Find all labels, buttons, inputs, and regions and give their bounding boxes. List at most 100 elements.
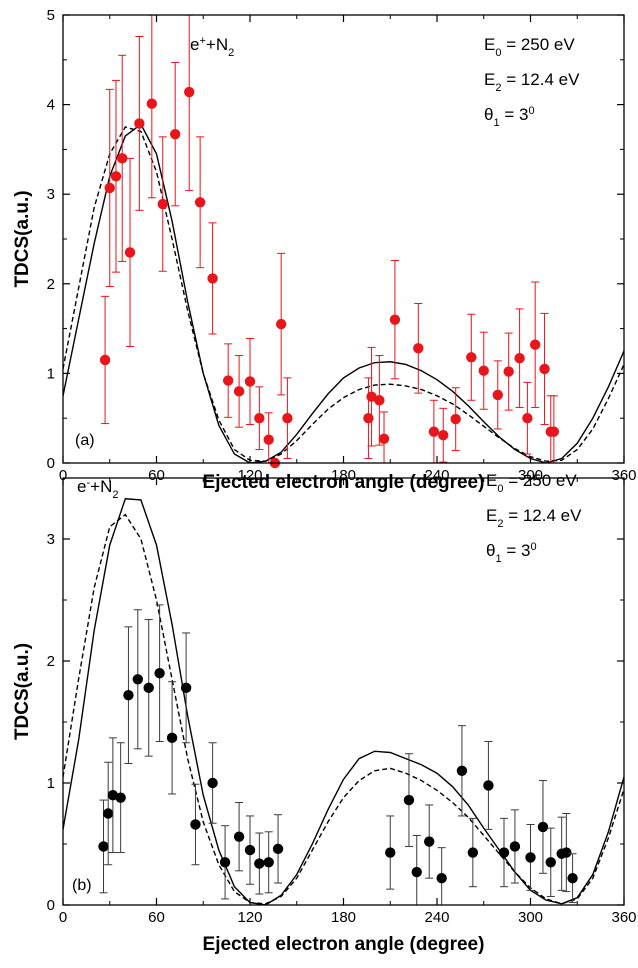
data-point	[98, 841, 109, 852]
data-point	[124, 247, 136, 258]
data-point	[539, 363, 550, 375]
data-point	[132, 674, 143, 685]
x-tick-label: 60	[148, 467, 165, 484]
data-point	[492, 389, 503, 401]
theory-curve-solid	[63, 497, 624, 905]
data-point	[374, 395, 385, 406]
data-point	[190, 819, 201, 830]
x-tick-label: 60	[148, 909, 165, 926]
data-point	[467, 847, 479, 858]
data-point	[207, 777, 218, 789]
x-tick-label: 180	[331, 909, 356, 926]
data-point	[244, 376, 256, 387]
x-tick-label: 240	[424, 909, 449, 926]
projectile-target-sub: 2	[228, 47, 234, 59]
x-tick-label: 0	[59, 909, 67, 926]
param-symbol: θ	[486, 541, 495, 560]
param-value: = 250 eV	[503, 471, 577, 490]
param-subscript: 2	[495, 82, 501, 94]
data-point	[263, 434, 274, 445]
data-point	[514, 352, 525, 364]
panel-label: (a)	[75, 432, 95, 449]
param-value: = 3	[500, 105, 529, 124]
theory-curve-dashed	[63, 513, 624, 905]
projectile-label: e++N2	[190, 35, 234, 59]
data-point	[522, 413, 533, 424]
y-tick-label: 3	[47, 186, 55, 203]
data-point	[537, 821, 549, 833]
data-point	[194, 197, 206, 208]
data-point	[134, 118, 145, 129]
data-point	[99, 354, 111, 366]
data-point	[170, 128, 181, 140]
data-point	[115, 792, 126, 803]
param-label: θ1 = 30	[484, 105, 535, 129]
data-point	[157, 198, 168, 210]
x-tick-label: 300	[518, 909, 543, 926]
data-point	[143, 682, 154, 694]
y-tick-label: 4	[47, 97, 55, 114]
data-point	[166, 732, 178, 744]
data-point	[104, 182, 115, 194]
projectile-main: e	[190, 35, 199, 54]
data-point	[233, 831, 245, 842]
data-point	[154, 668, 165, 679]
data-point	[503, 366, 514, 377]
projectile-target-sub: 2	[112, 489, 118, 501]
param-symbol: E	[484, 70, 495, 89]
param-symbol: E	[484, 35, 495, 54]
y-tick-label: 1	[47, 775, 55, 792]
projectile-target: +N	[90, 477, 112, 496]
param-symbol: E	[486, 471, 497, 490]
y-tick-label: 0	[47, 897, 55, 914]
data-point	[363, 413, 374, 424]
data-point	[498, 847, 510, 858]
data-point	[254, 858, 265, 869]
param-subscript: 0	[495, 47, 501, 59]
data-point	[428, 426, 440, 437]
data-point	[545, 857, 556, 868]
param-subscript: 2	[497, 518, 503, 530]
param-subscript: 1	[493, 117, 499, 129]
x-tick-label: 240	[424, 467, 449, 484]
data-point	[411, 866, 422, 878]
data-point	[483, 780, 494, 791]
data-point	[529, 339, 541, 350]
theory-curve-dashed	[63, 126, 624, 462]
data-point	[478, 365, 489, 376]
data-point	[438, 430, 449, 441]
x-tick-label: 300	[518, 467, 543, 484]
data-point	[525, 852, 536, 863]
data-point	[146, 98, 158, 109]
param-label: E2 = 12.4 eV	[486, 506, 582, 530]
y-tick-label: 5	[47, 7, 55, 24]
data-point	[102, 808, 114, 819]
data-point	[385, 847, 396, 858]
x-tick-label: 360	[611, 467, 636, 484]
param-value: = 12.4 eV	[503, 506, 582, 525]
data-point	[184, 86, 195, 98]
data-point	[450, 413, 461, 425]
data-point	[123, 689, 134, 701]
param-symbol: E	[486, 506, 497, 525]
y-tick-label: 2	[47, 276, 55, 293]
y-tick-label: 2	[47, 653, 55, 670]
data-point	[244, 844, 256, 856]
data-point	[561, 847, 572, 858]
data-point	[233, 386, 245, 397]
data-point	[548, 426, 560, 437]
data-point	[207, 273, 218, 284]
data-point	[254, 413, 265, 424]
param-subscript: 1	[495, 553, 501, 565]
projectile-main: e	[77, 477, 86, 496]
param-value: = 12.4 eV	[501, 70, 580, 89]
data-point	[413, 343, 424, 354]
data-point	[378, 433, 390, 445]
param-superscript: 0	[530, 541, 536, 553]
data-point	[509, 841, 521, 852]
param-symbol: θ	[484, 105, 493, 124]
data-point	[389, 314, 401, 325]
panel-label: (b)	[72, 877, 92, 894]
